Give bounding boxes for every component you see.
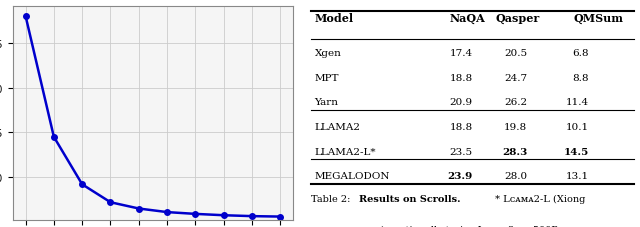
Text: 23.9: 23.9 [447, 171, 472, 180]
Text: Qasper: Qasper [496, 13, 540, 24]
Text: 18.8: 18.8 [449, 122, 472, 131]
Text: 6.8: 6.8 [572, 49, 588, 58]
Text: QMSum: QMSum [574, 13, 624, 24]
Text: 28.3: 28.3 [502, 147, 527, 156]
Text: 14.5: 14.5 [563, 147, 588, 156]
Text: 10.1: 10.1 [565, 122, 588, 131]
Text: 17.4: 17.4 [449, 49, 472, 58]
Text: et al., 2023: et al., 2023 [311, 225, 367, 227]
Text: ) continually trains Lᴄᴀᴍᴀ⁢2 on 500B: ) continually trains Lᴄᴀᴍᴀ⁢2 on 500B [381, 225, 558, 227]
Text: Yarn: Yarn [314, 98, 339, 107]
Text: 24.7: 24.7 [504, 73, 527, 82]
Text: LLAMA2-L*: LLAMA2-L* [314, 147, 376, 156]
Text: 8.8: 8.8 [572, 73, 588, 82]
Text: Table 2:: Table 2: [311, 195, 354, 203]
Text: LLAMA2: LLAMA2 [314, 122, 360, 131]
Text: MPT: MPT [314, 73, 339, 82]
Text: 28.0: 28.0 [504, 171, 527, 180]
Text: 20.5: 20.5 [504, 49, 527, 58]
Text: MEGALODON: MEGALODON [314, 171, 390, 180]
Text: 20.9: 20.9 [449, 98, 472, 107]
Text: Model: Model [314, 13, 353, 24]
Text: 26.2: 26.2 [504, 98, 527, 107]
Text: NaQA: NaQA [449, 13, 485, 24]
Text: 13.1: 13.1 [565, 171, 588, 180]
Text: 18.8: 18.8 [449, 73, 472, 82]
Text: * Lᴄᴀᴍᴀ⁢2-L (Xiong: * Lᴄᴀᴍᴀ⁢2-L (Xiong [492, 195, 585, 204]
Text: 19.8: 19.8 [504, 122, 527, 131]
Text: 23.5: 23.5 [449, 147, 472, 156]
Text: 11.4: 11.4 [565, 98, 588, 107]
Text: Xgen: Xgen [314, 49, 341, 58]
Text: Results on Scrolls.: Results on Scrolls. [359, 195, 460, 203]
